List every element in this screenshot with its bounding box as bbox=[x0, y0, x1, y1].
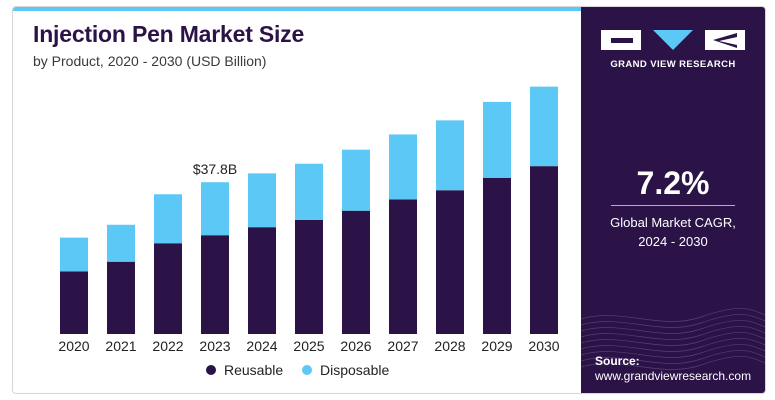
bar-reusable-2030 bbox=[530, 166, 558, 334]
legend: Reusable Disposable bbox=[13, 362, 581, 382]
x-tick-label: 2029 bbox=[481, 338, 512, 354]
x-tick-label: 2023 bbox=[199, 338, 230, 354]
bar-reusable-2022 bbox=[154, 243, 182, 334]
bar-disposable-2024 bbox=[248, 173, 276, 228]
info-panel: GRAND VIEW RESEARCH 7.2% Global Market C… bbox=[581, 7, 765, 393]
chart-subtitle: by Product, 2020 - 2030 (USD Billion) bbox=[33, 53, 267, 69]
bar-reusable-2024 bbox=[248, 227, 276, 334]
cagr-label: Global Market CAGR, 2024 - 2030 bbox=[581, 213, 765, 251]
x-tick-label: 2027 bbox=[387, 338, 418, 354]
bar-disposable-2025 bbox=[295, 163, 323, 220]
cagr-value: 7.2% bbox=[636, 165, 710, 201]
x-tick-label: 2028 bbox=[434, 338, 465, 354]
cagr-label-line2: 2024 - 2030 bbox=[638, 234, 708, 249]
x-tick-label: 2024 bbox=[246, 338, 277, 354]
bar-reusable-2023 bbox=[201, 235, 229, 334]
legend-swatch-reusable bbox=[206, 365, 216, 375]
bar-disposable-2021 bbox=[107, 224, 135, 262]
legend-item-disposable: Disposable bbox=[302, 362, 389, 378]
bar-disposable-2022 bbox=[154, 194, 182, 244]
bar-reusable-2026 bbox=[342, 210, 370, 334]
x-tick-label: 2021 bbox=[105, 338, 136, 354]
bar-disposable-2023 bbox=[201, 182, 229, 236]
decorative-waves bbox=[581, 308, 765, 370]
legend-label-disposable: Disposable bbox=[320, 362, 390, 378]
grand-view-research-logo bbox=[601, 30, 745, 50]
chart-title: Injection Pen Market Size bbox=[33, 21, 305, 47]
bar-reusable-2025 bbox=[295, 219, 323, 334]
bar-disposable-2030 bbox=[530, 86, 558, 167]
cagr-label-line1: Global Market CAGR, bbox=[610, 215, 736, 230]
legend-label-reusable: Reusable bbox=[224, 362, 284, 378]
accent-line bbox=[13, 7, 581, 11]
x-tick-label: 2020 bbox=[58, 338, 89, 354]
bar-reusable-2028 bbox=[436, 190, 464, 334]
bar-chart: 2020 2021 2022 2023 $37.8B 2024 2025 2026 2027 20… bbox=[58, 86, 560, 354]
cagr-divider bbox=[611, 205, 735, 206]
data-label-2023: $37.8B bbox=[193, 161, 237, 177]
x-tick-label: 2030 bbox=[528, 338, 559, 354]
bar-reusable-2021 bbox=[107, 261, 135, 334]
bar-reusable-2020 bbox=[60, 271, 88, 334]
bar-disposable-2020 bbox=[60, 237, 88, 272]
bar-disposable-2029 bbox=[483, 101, 511, 178]
x-tick-label: 2022 bbox=[152, 338, 183, 354]
source-label: Source: bbox=[595, 354, 640, 368]
brand-name: GRAND VIEW RESEARCH bbox=[610, 59, 736, 70]
x-tick-label: 2026 bbox=[340, 338, 371, 354]
chart-card: Injection Pen Market Size by Product, 20… bbox=[12, 6, 766, 394]
legend-item-reusable: Reusable bbox=[206, 362, 283, 378]
legend-swatch-disposable bbox=[302, 365, 312, 375]
bar-disposable-2026 bbox=[342, 149, 370, 211]
x-tick-label: 2025 bbox=[293, 338, 324, 354]
bar-disposable-2027 bbox=[389, 134, 417, 200]
bar-disposable-2028 bbox=[436, 120, 464, 191]
bar-reusable-2029 bbox=[483, 177, 511, 334]
bar-reusable-2027 bbox=[389, 199, 417, 334]
source-url[interactable]: www.grandviewresearch.com bbox=[595, 369, 752, 383]
